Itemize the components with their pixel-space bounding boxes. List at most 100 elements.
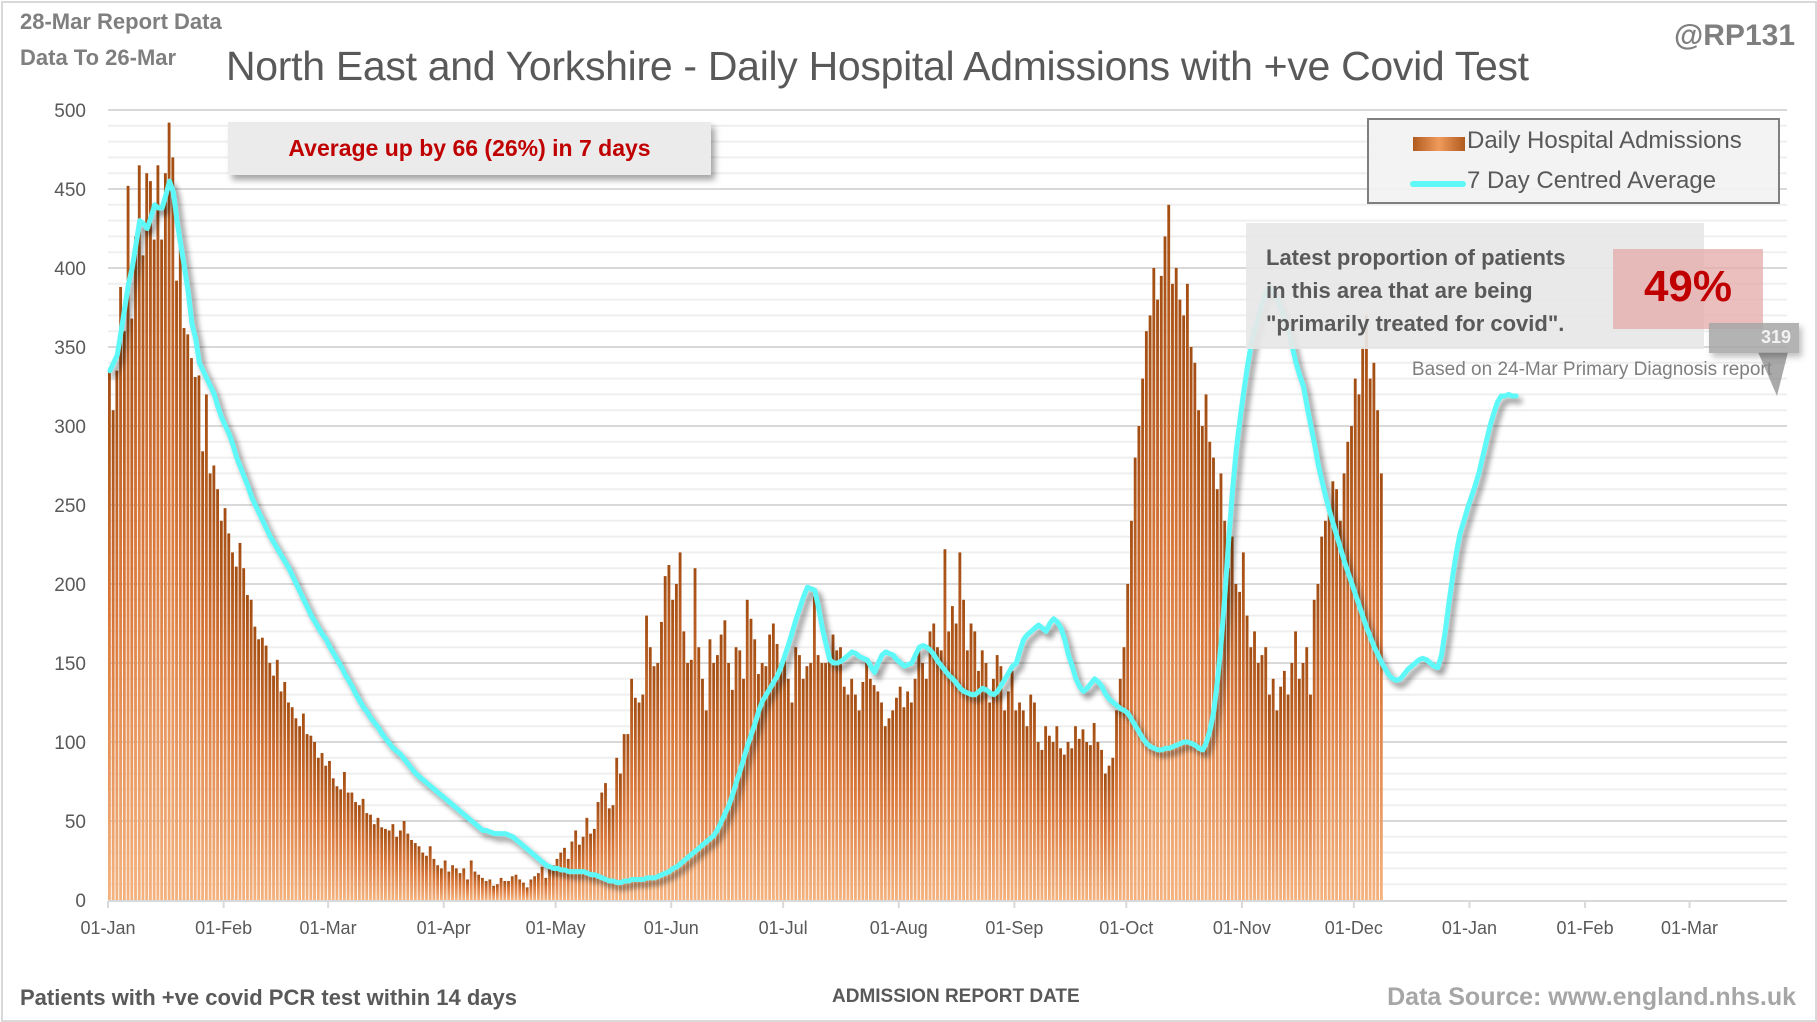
bar	[342, 772, 346, 900]
bar	[137, 165, 141, 901]
bar	[827, 655, 831, 900]
bar	[1130, 520, 1133, 900]
bar	[648, 647, 652, 900]
bar	[514, 874, 518, 900]
bar	[1234, 584, 1238, 900]
bar	[1342, 473, 1346, 900]
bar	[208, 473, 212, 900]
bar	[1256, 663, 1260, 900]
bar	[361, 798, 365, 900]
bar	[410, 839, 413, 900]
bar	[1171, 283, 1174, 900]
bar	[1010, 670, 1014, 900]
x-tick-label: 01-Jul	[759, 918, 808, 938]
bar	[1014, 710, 1018, 900]
bar	[846, 694, 850, 900]
bar	[425, 855, 428, 900]
bar	[365, 813, 369, 900]
bar	[499, 877, 503, 900]
bar	[387, 830, 391, 900]
bar	[160, 239, 164, 900]
proportion-value: 49%	[1643, 262, 1733, 311]
bar	[216, 489, 219, 900]
bar	[1096, 742, 1100, 900]
bar	[212, 465, 216, 900]
bar	[257, 639, 261, 900]
bar	[357, 805, 361, 900]
bar	[439, 868, 443, 900]
bar	[190, 358, 193, 900]
bar	[868, 678, 872, 900]
bar	[1159, 275, 1163, 900]
bar	[1148, 315, 1152, 900]
bar	[708, 639, 712, 900]
bar	[1122, 647, 1126, 900]
legend-label: 7 Day Centred Average	[1467, 167, 1717, 194]
bar	[887, 718, 891, 900]
bar	[835, 650, 839, 900]
bar	[760, 663, 764, 900]
bar	[656, 663, 660, 900]
bar	[995, 655, 999, 900]
bar	[1126, 584, 1130, 900]
bar	[1088, 745, 1092, 900]
bar	[1245, 615, 1249, 900]
bar	[1044, 726, 1048, 900]
bar	[980, 650, 984, 900]
bar	[861, 681, 865, 900]
bar	[503, 881, 507, 900]
legend-item-average: 7 Day Centred Average	[1369, 162, 1778, 198]
bar	[1174, 268, 1178, 900]
bar	[1253, 631, 1256, 900]
bar	[928, 631, 932, 900]
bar	[1029, 694, 1033, 900]
bar	[1070, 748, 1074, 900]
bar	[939, 650, 943, 900]
x-tick-label: 01-Aug	[870, 918, 928, 938]
bar	[1111, 757, 1115, 900]
bar	[1077, 738, 1081, 900]
bar	[1327, 505, 1331, 900]
bar	[234, 566, 238, 900]
y-tick-label: 200	[54, 575, 86, 596]
bar	[555, 858, 559, 900]
bar	[548, 868, 551, 900]
footnote: Patients with +ve covid PCR test within …	[20, 985, 517, 1010]
bar	[186, 334, 190, 900]
bar	[771, 623, 775, 900]
x-tick-label: 01-Nov	[1213, 918, 1271, 938]
bar	[473, 871, 477, 900]
bar	[331, 778, 335, 900]
bar	[149, 181, 152, 901]
bar	[384, 828, 387, 900]
bar	[518, 879, 522, 900]
proportion-value-box: 49%	[1613, 249, 1763, 329]
bar	[865, 663, 869, 900]
bar	[1309, 694, 1312, 900]
bar	[663, 576, 667, 900]
bar	[294, 718, 298, 900]
x-tick-label: 01-Jan	[1442, 918, 1497, 938]
bar	[495, 884, 499, 900]
bar	[324, 765, 328, 900]
y-tick-label: 0	[75, 891, 86, 912]
bar	[816, 655, 820, 900]
bar	[1103, 773, 1107, 900]
bar	[921, 663, 924, 900]
bar	[391, 824, 395, 900]
bar	[454, 868, 458, 900]
average-change-text: Average up by 66 (26%) in 7 days	[288, 135, 651, 161]
author-handle: @RP131	[1674, 19, 1795, 52]
bar	[1189, 347, 1193, 900]
bar	[906, 691, 910, 900]
bar	[167, 122, 171, 900]
bar	[693, 568, 697, 900]
bar	[108, 370, 111, 900]
bar	[652, 666, 656, 900]
bar	[544, 877, 548, 900]
bar	[883, 726, 887, 900]
bar	[253, 626, 257, 900]
bar	[1074, 726, 1077, 900]
bar	[607, 808, 611, 900]
bar	[432, 858, 436, 900]
